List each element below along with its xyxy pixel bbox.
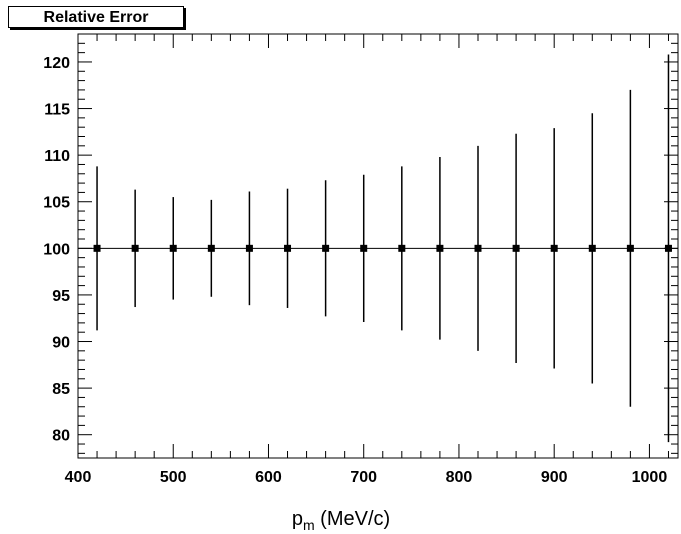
plot-frame bbox=[77, 33, 679, 459]
y-tick-label: 105 bbox=[43, 195, 70, 212]
data-marker bbox=[588, 244, 596, 252]
data-marker bbox=[436, 244, 444, 252]
chart-title: Relative Error bbox=[8, 6, 184, 28]
y-tick-label: 80 bbox=[52, 428, 70, 445]
data-point-4 bbox=[245, 191, 253, 306]
data-point-2 bbox=[169, 197, 177, 300]
data-marker bbox=[93, 244, 101, 252]
y-tick-label: 100 bbox=[43, 241, 70, 258]
x-axis-title: pm (MeV/c) bbox=[292, 508, 390, 533]
data-point-1 bbox=[131, 189, 139, 308]
data-marker bbox=[322, 244, 330, 252]
x-tick-label: 700 bbox=[350, 469, 377, 486]
data-point-0 bbox=[93, 166, 101, 331]
data-point-15 bbox=[664, 54, 672, 443]
data-marker bbox=[284, 244, 292, 252]
data-point-10 bbox=[474, 145, 482, 351]
data-point-7 bbox=[360, 174, 368, 322]
data-point-12 bbox=[550, 128, 558, 369]
y-tick-label: 120 bbox=[43, 55, 70, 72]
x-tick-label: 1000 bbox=[632, 469, 668, 486]
data-marker bbox=[550, 244, 558, 252]
data-marker bbox=[169, 244, 177, 252]
y-tick-label: 90 bbox=[52, 335, 70, 352]
data-point-6 bbox=[322, 180, 330, 317]
data-marker bbox=[131, 244, 139, 252]
data-marker bbox=[245, 244, 253, 252]
data-point-3 bbox=[207, 199, 215, 297]
y-tick-label: 95 bbox=[52, 288, 70, 305]
x-tick-label: 600 bbox=[255, 469, 282, 486]
data-marker bbox=[664, 244, 672, 252]
x-tick-label: 500 bbox=[160, 469, 187, 486]
y-tick-label: 85 bbox=[52, 381, 70, 398]
data-marker bbox=[626, 244, 634, 252]
data-point-13 bbox=[588, 113, 596, 384]
data-point-5 bbox=[284, 188, 292, 308]
x-tick-label: 400 bbox=[65, 469, 92, 486]
data-marker bbox=[207, 244, 215, 252]
data-marker bbox=[398, 244, 406, 252]
data-point-9 bbox=[436, 157, 444, 340]
x-tick-label: 800 bbox=[446, 469, 473, 486]
data-marker bbox=[512, 244, 520, 252]
data-point-14 bbox=[626, 89, 634, 407]
y-tick-label: 115 bbox=[44, 102, 70, 119]
data-marker bbox=[474, 244, 482, 252]
x-tick-label: 900 bbox=[541, 469, 568, 486]
data-point-8 bbox=[398, 166, 406, 331]
data-point-11 bbox=[512, 133, 520, 363]
y-tick-label: 110 bbox=[44, 148, 70, 165]
data-marker bbox=[360, 244, 368, 252]
